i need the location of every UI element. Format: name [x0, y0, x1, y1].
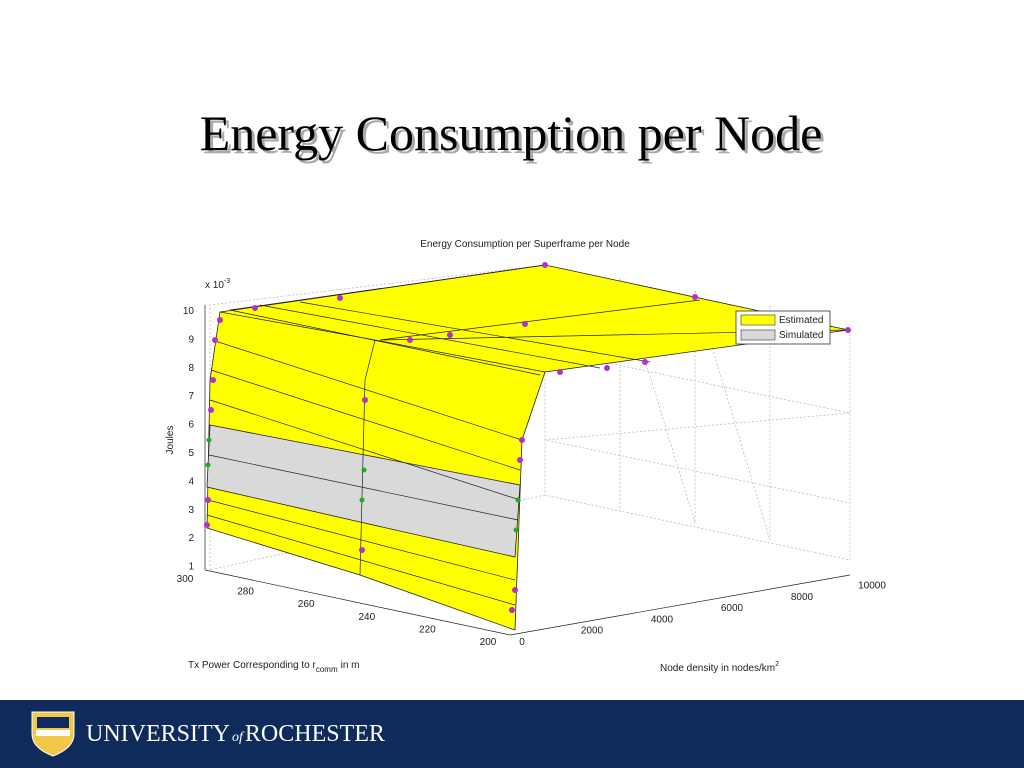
- slide-title: Energy Consumption per Node: [200, 105, 823, 161]
- y-label-main: Node density in nodes/km: [660, 663, 775, 674]
- y-axis-label: Node density in nodes/km2: [660, 661, 779, 674]
- z-tick-label: 9: [188, 334, 194, 345]
- z-tick-label: 8: [188, 363, 194, 374]
- plot-title: Energy Consumption per Superframe per No…: [420, 239, 630, 250]
- z-axis-label: Joules: [165, 426, 176, 455]
- x-label-sub: comm: [316, 665, 338, 674]
- x-axis-label: Tx Power Corresponding to rcomm in m: [188, 660, 360, 674]
- x-tick-label: 260: [298, 599, 315, 610]
- y-tick-label: 8000: [791, 592, 814, 603]
- y-label-sup: 2: [775, 661, 779, 668]
- simulated-markers: [205, 437, 521, 533]
- y-tick-label: 0: [519, 637, 525, 648]
- y-tick-label: 6000: [721, 603, 744, 614]
- y-tick-label: 4000: [651, 614, 674, 625]
- x-axis: [204, 569, 511, 636]
- x-tick-label: 200: [480, 637, 497, 648]
- z-tick-label: 3: [188, 505, 194, 516]
- z-tick-label: 1: [188, 562, 194, 573]
- x-tick-label: 220: [419, 624, 436, 635]
- x-tick-label: 300: [177, 574, 194, 585]
- z-exponent: x 10-3: [205, 278, 230, 291]
- simulated-surface: [206, 424, 521, 558]
- university: UNIVERSITY: [86, 721, 230, 747]
- logo: [31, 711, 75, 757]
- grid-lines: [544, 349, 851, 504]
- x-label-end: in m: [341, 660, 360, 671]
- legend-label: Simulated: [779, 330, 823, 341]
- legend-label: Estimated: [779, 315, 823, 326]
- legend-swatch: [740, 314, 776, 326]
- z-tick-label: 2: [188, 533, 194, 544]
- legend-swatch: [740, 329, 776, 341]
- mesh-lines: [206, 264, 849, 606]
- x-label-main: Tx Power Corresponding to r: [188, 660, 317, 671]
- z-tick-label: 7: [188, 391, 194, 402]
- z-exponent-power: -3: [224, 278, 230, 285]
- estimated-markers: [204, 262, 851, 613]
- x-tick-label: 280: [237, 587, 254, 598]
- footer-text: UNIVERSITY ofROCHESTER: [86, 721, 385, 747]
- legend: Estimated Simulated: [735, 310, 831, 345]
- title-shadow: Energy Consumption per Node: [203, 108, 826, 164]
- z-tick-label: 4: [188, 476, 194, 487]
- x-tick-label: 240: [358, 612, 375, 623]
- z-exponent-base: x 10: [205, 280, 224, 291]
- z-tick-label: 10: [183, 306, 195, 317]
- rochester: ROCHESTER: [245, 721, 385, 747]
- z-tick-label: 6: [188, 420, 194, 431]
- z-tick-label: 5: [188, 448, 194, 459]
- y-axis: [509, 574, 851, 636]
- of: of: [232, 730, 245, 745]
- surface: [204, 262, 851, 631]
- y-tick-label: 2000: [581, 626, 604, 637]
- footer-bar: [0, 700, 1024, 768]
- y-tick-label: 10000: [858, 581, 886, 592]
